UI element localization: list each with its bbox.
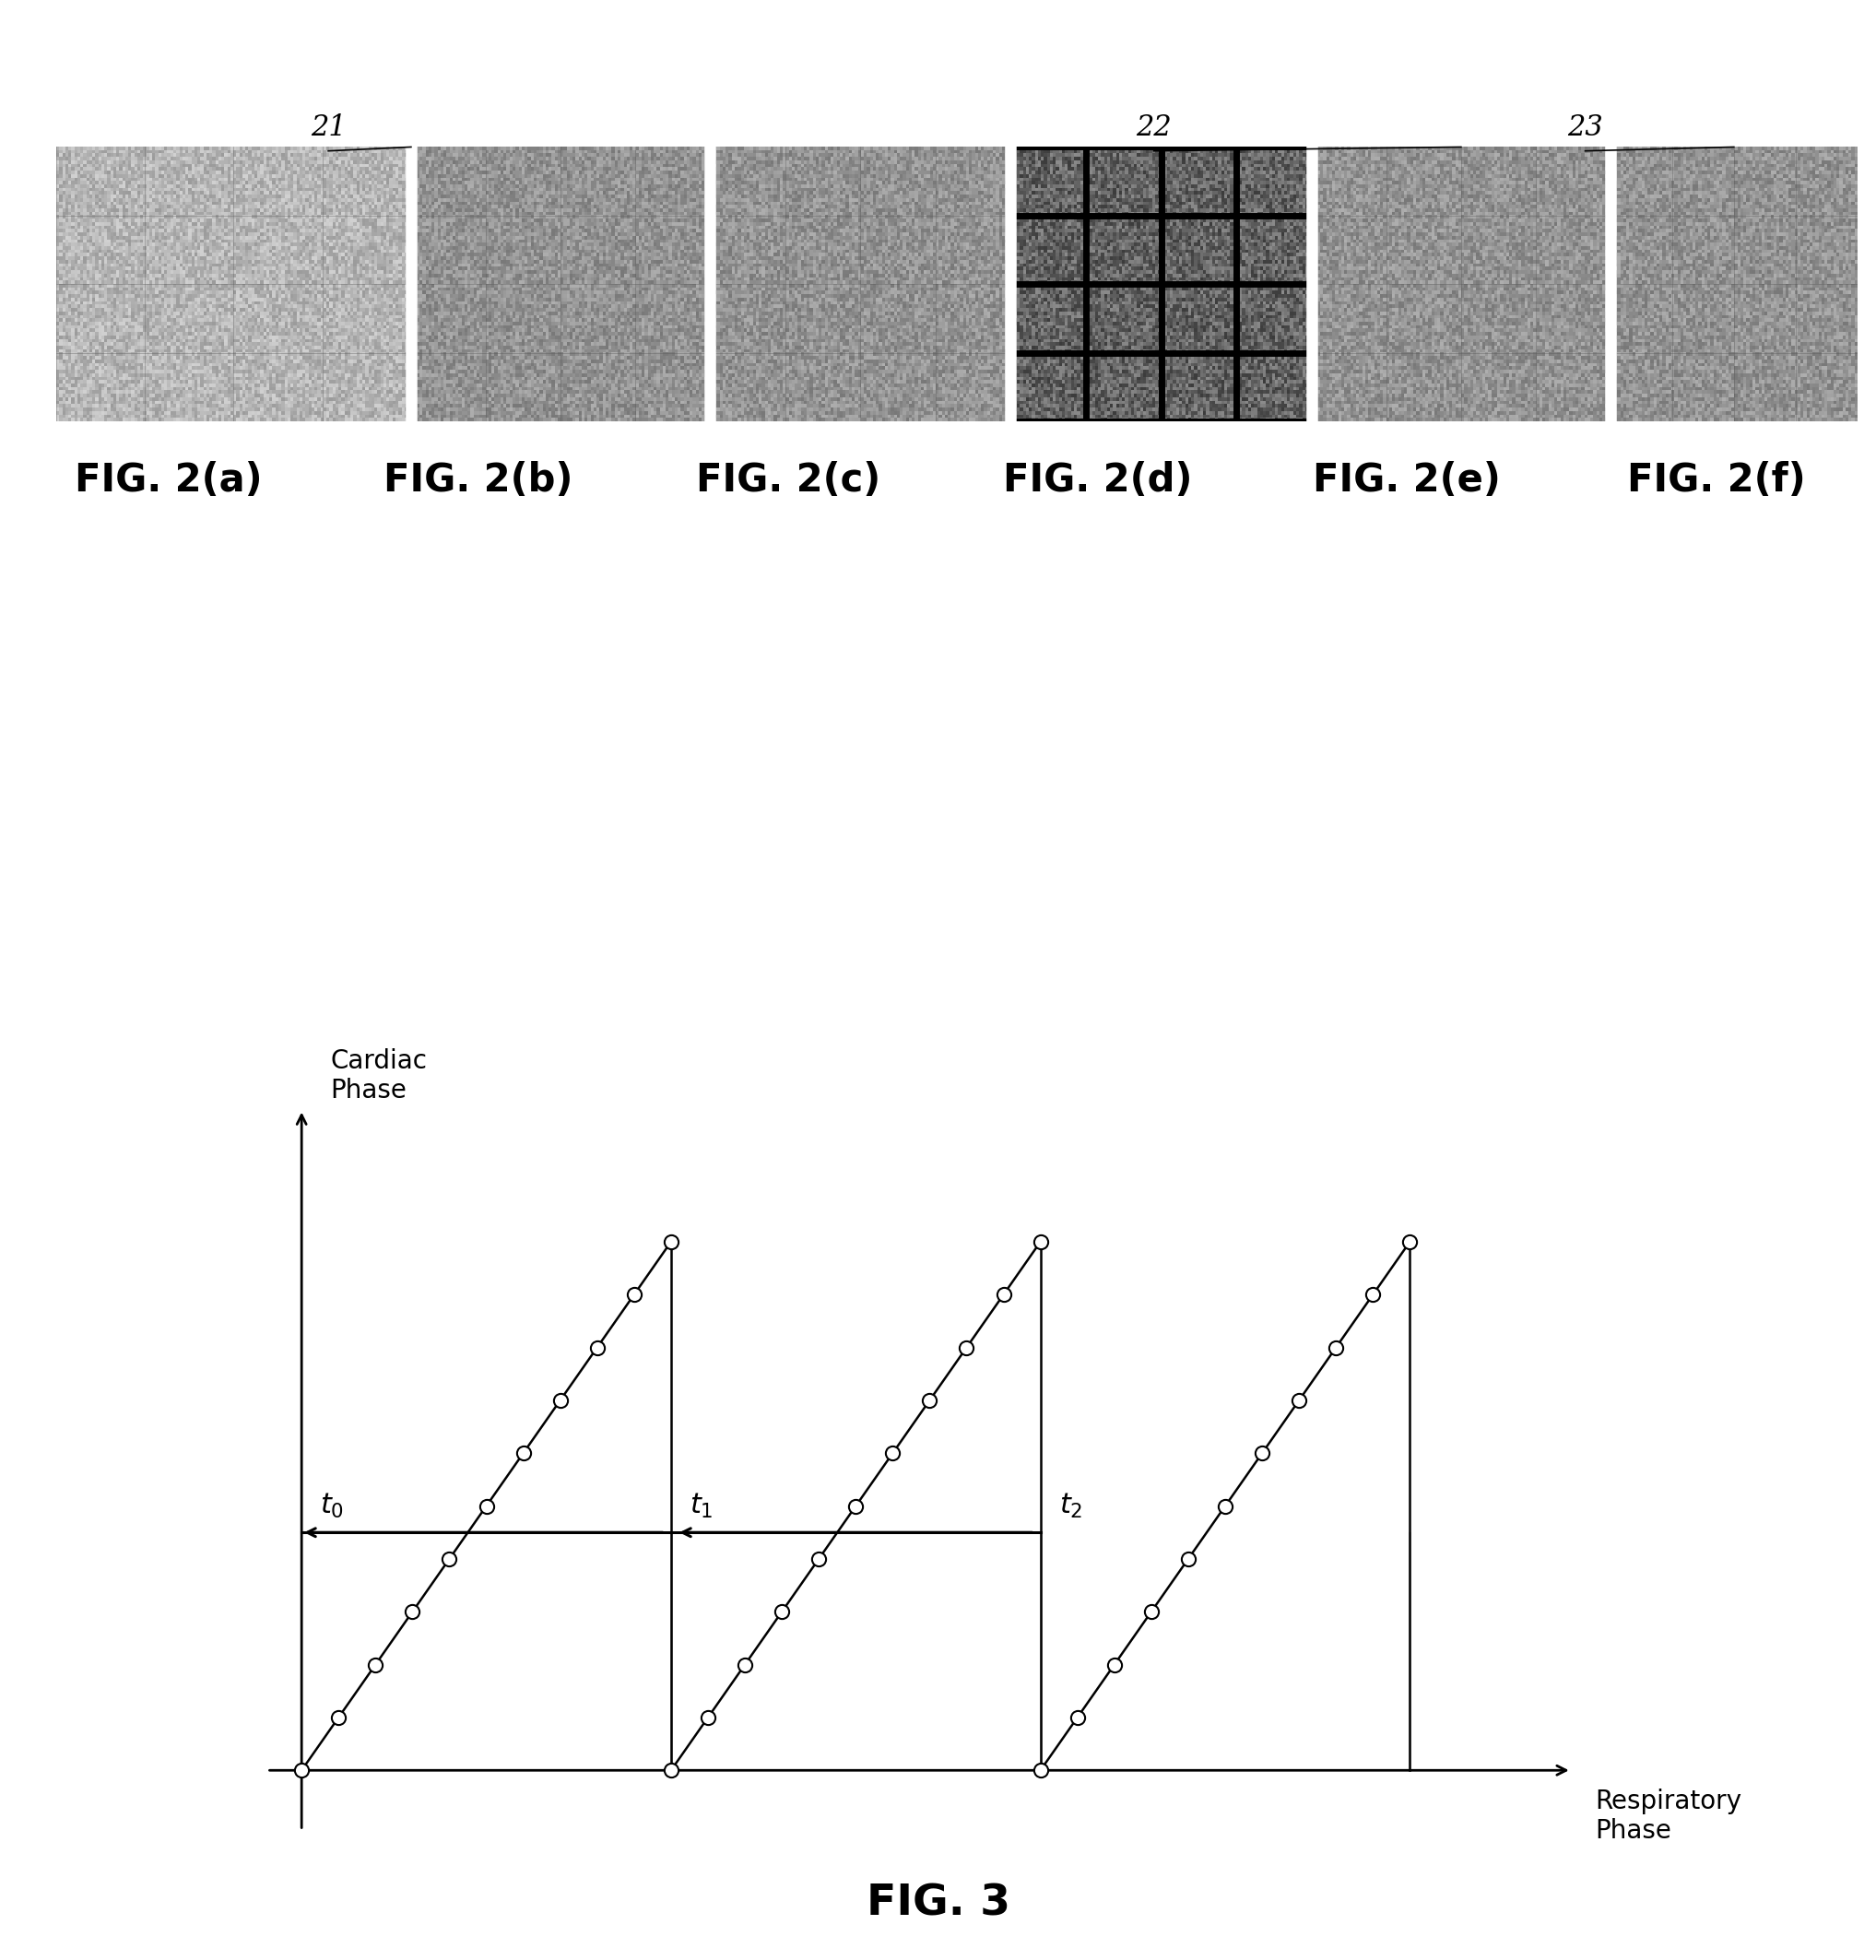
Point xyxy=(1026,1754,1056,1786)
Point xyxy=(360,1648,390,1680)
Point xyxy=(692,1701,722,1733)
Point xyxy=(1172,1543,1203,1574)
Text: 23: 23 xyxy=(1566,114,1604,141)
Point xyxy=(546,1384,576,1415)
Point xyxy=(471,1490,501,1521)
Point xyxy=(398,1595,428,1627)
Point xyxy=(619,1280,649,1311)
Point xyxy=(323,1701,353,1733)
Point xyxy=(1099,1648,1129,1680)
Point xyxy=(1358,1280,1388,1311)
Point xyxy=(1137,1595,1167,1627)
Point xyxy=(1283,1384,1313,1415)
Point xyxy=(1210,1490,1240,1521)
Point xyxy=(730,1648,760,1680)
Point xyxy=(840,1490,870,1521)
Point xyxy=(803,1543,833,1574)
Text: 22: 22 xyxy=(1135,114,1172,141)
Point xyxy=(657,1227,687,1258)
Text: FIG. 2(e): FIG. 2(e) xyxy=(1313,461,1501,500)
Text: Respiratory
Phase: Respiratory Phase xyxy=(1595,1788,1741,1844)
Point xyxy=(915,1384,946,1415)
Point xyxy=(582,1331,612,1362)
Text: $t_1$: $t_1$ xyxy=(690,1492,713,1521)
Text: FIG. 2(f): FIG. 2(f) xyxy=(1626,461,1807,500)
Text: FIG. 3: FIG. 3 xyxy=(867,1884,1009,1925)
Point xyxy=(878,1437,908,1468)
Point xyxy=(1396,1227,1426,1258)
Point xyxy=(1321,1331,1351,1362)
Point xyxy=(1248,1437,1278,1468)
Text: 21: 21 xyxy=(310,114,347,141)
Text: FIG. 2(b): FIG. 2(b) xyxy=(385,461,572,500)
Point xyxy=(508,1437,538,1468)
Text: FIG. 2(a): FIG. 2(a) xyxy=(75,461,263,500)
Text: FIG. 2(d): FIG. 2(d) xyxy=(1004,461,1191,500)
Point xyxy=(767,1595,797,1627)
Text: $t_0$: $t_0$ xyxy=(321,1492,343,1521)
Point xyxy=(287,1754,317,1786)
Point xyxy=(435,1543,465,1574)
Text: Cardiac
Phase: Cardiac Phase xyxy=(330,1049,428,1103)
Text: $t_2$: $t_2$ xyxy=(1058,1492,1082,1521)
Point xyxy=(989,1280,1019,1311)
Point xyxy=(951,1331,981,1362)
Text: FIG. 2(c): FIG. 2(c) xyxy=(696,461,880,500)
Point xyxy=(657,1754,687,1786)
Point xyxy=(1026,1227,1056,1258)
Point xyxy=(1062,1701,1092,1733)
